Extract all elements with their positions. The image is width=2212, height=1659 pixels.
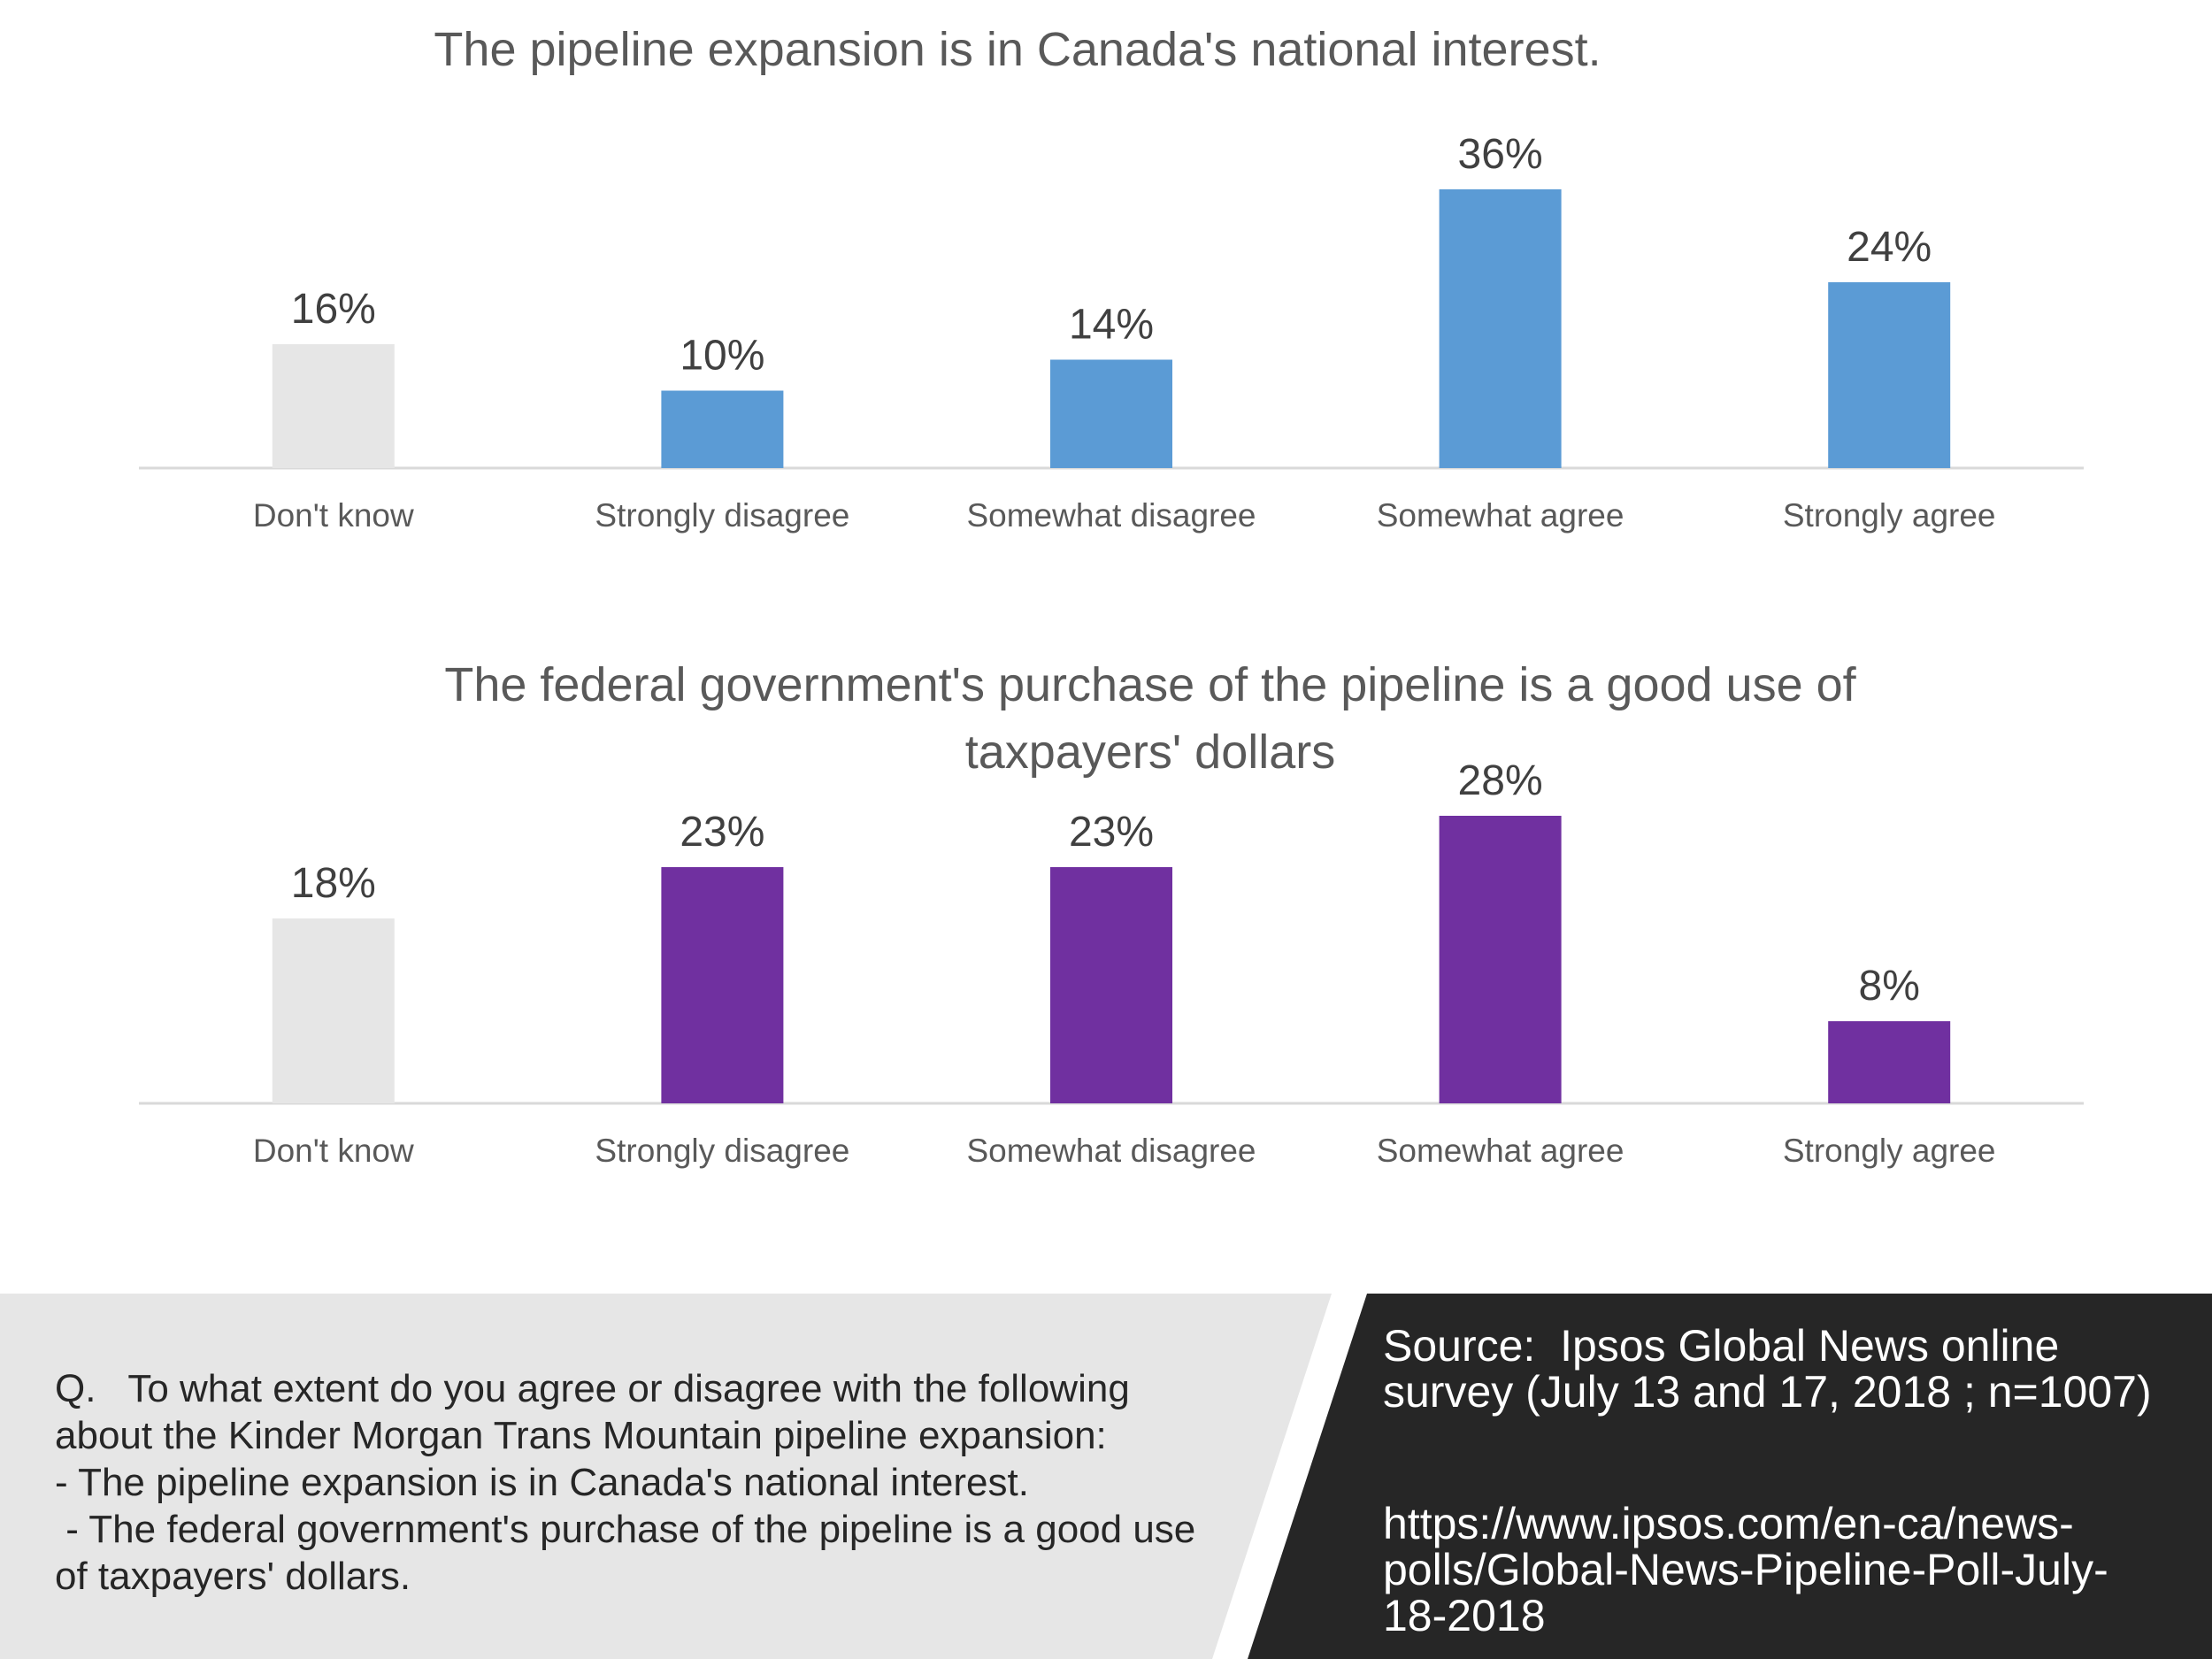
url-line: https://www.ipsos.com/en-ca/news- (1383, 1499, 2074, 1548)
chart-2-category-label: Somewhat agree (1377, 1133, 1624, 1169)
chart-1-bar (1439, 189, 1562, 468)
chart-1-data-label: 24% (1847, 224, 1932, 271)
url-line: polls/Global-News-Pipeline-Poll-July- (1383, 1545, 2108, 1594)
source-url: https://www.ipsos.com/en-ca/news- polls/… (1383, 1501, 2179, 1639)
chart-1-bar (272, 344, 395, 468)
question-line: - The pipeline expansion is in Canada's … (55, 1461, 1029, 1504)
chart-1-category-label: Strongly disagree (595, 497, 849, 534)
chart-2-data-label: 28% (1458, 757, 1543, 804)
chart-1-category-label: Don't know (253, 497, 414, 534)
chart-1-bar (1828, 282, 1951, 468)
footer-source-panel (1248, 1294, 2212, 1659)
chart-2-bar (1439, 816, 1562, 1103)
footer-question-panel (0, 1294, 1336, 1659)
chart-2-bar (1050, 867, 1172, 1103)
chart-1-category-label: Strongly agree (1783, 497, 1996, 534)
chart-2-category-label: Strongly agree (1783, 1133, 1996, 1169)
chart-2-category-label: Strongly disagree (595, 1133, 849, 1169)
source-line: survey (July 13 and 17, 2018 ; n=1007) (1383, 1367, 2152, 1417)
chart-2-bar (272, 918, 395, 1103)
chart-1-data-label: 10% (680, 333, 764, 380)
chart-2-category-label: Don't know (253, 1133, 414, 1169)
chart-2-data-label: 18% (291, 860, 376, 907)
source-note: Source: Ipsos Global News online survey … (1383, 1323, 2179, 1415)
chart-1-data-label: 36% (1458, 131, 1543, 178)
source-line: Source: Ipsos Global News online (1383, 1321, 2060, 1371)
survey-question: Q. To what extent do you agree or disagr… (55, 1365, 1223, 1600)
chart-1-data-label: 14% (1069, 302, 1154, 349)
question-line: about the Kinder Morgan Trans Mountain p… (55, 1414, 1107, 1457)
question-line: of taxpayers' dollars. (55, 1555, 411, 1598)
question-line: Q. To what extent do you agree or disagr… (55, 1367, 1130, 1410)
chart-2-data-label: 23% (680, 809, 764, 856)
chart-2-title: The federal government's purchase of the… (444, 658, 1856, 779)
chart-1-data-label: 16% (291, 286, 376, 333)
chart-2-bar (661, 867, 784, 1103)
chart-2-bar (1828, 1021, 1951, 1103)
chart-1-bar (1050, 359, 1172, 468)
chart-1-title: The pipeline expansion is in Canada's na… (434, 23, 1601, 76)
chart-2-category-label: Somewhat disagree (966, 1133, 1256, 1169)
bar-charts: 16% Don't know 10% Strongly disagree 14% Some… (139, 131, 2084, 1169)
chart-1-bar (661, 390, 784, 468)
chart-2-data-label: 23% (1069, 809, 1154, 856)
url-line: 18-2018 (1383, 1591, 1546, 1640)
chart-1-category-label: Somewhat agree (1377, 497, 1624, 534)
question-line: - The federal government's purchase of t… (55, 1508, 1196, 1551)
chart-1-category-label: Somewhat disagree (966, 497, 1256, 534)
chart-2-data-label: 8% (1859, 963, 1920, 1010)
